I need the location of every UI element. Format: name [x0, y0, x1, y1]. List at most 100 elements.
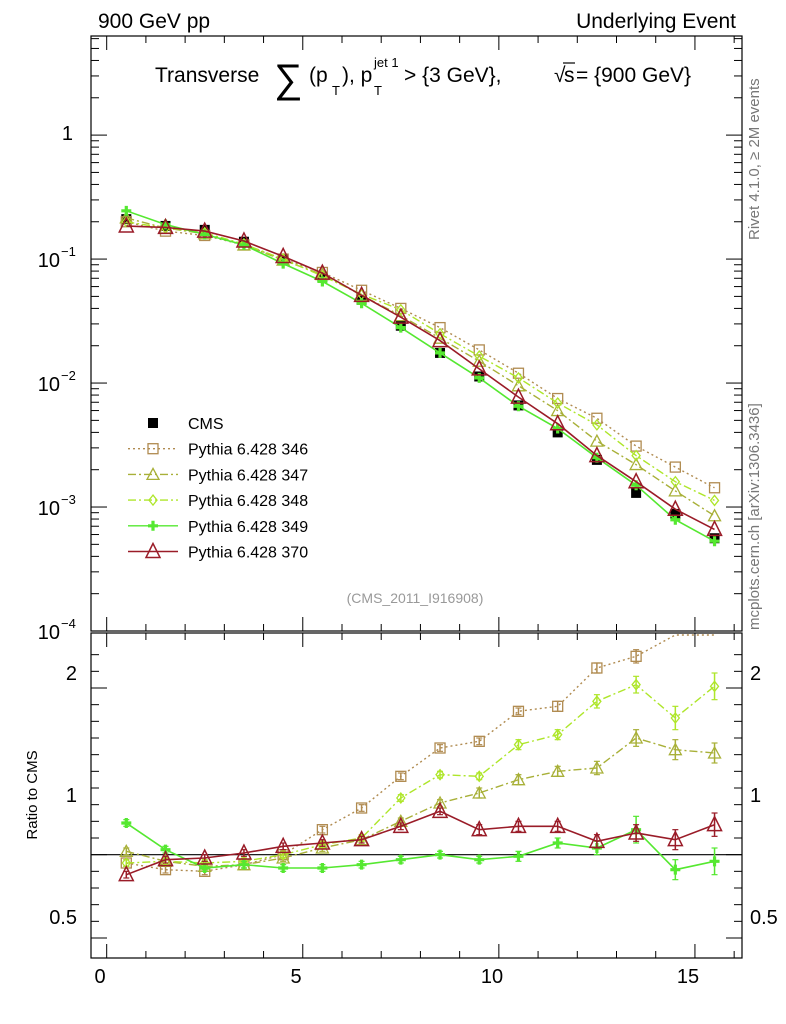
ratio-point-pythia-6-428-349 [356, 859, 367, 870]
legend-label: Pythia 6.428 347 [188, 467, 308, 484]
data-point-pythia-6-428-370 [196, 221, 213, 238]
series-pythia-6-428-370 [118, 216, 723, 537]
ratio-point-pythia-6-428-346 [630, 650, 642, 662]
ratio-point-pythia-6-428-349 [317, 863, 328, 873]
series-line-pythia-6-428-346 [126, 221, 715, 489]
series-line-pythia-6-428-370 [126, 225, 715, 531]
data-point-pythia-6-428-348 [631, 449, 641, 462]
title-cut-sup: jet 1 [373, 55, 399, 70]
ratio-point-pythia-6-428-349 [278, 863, 289, 873]
data-point-pythia-6-428-370 [118, 216, 135, 233]
chart-title: Transverse ∑ (p T ), p jet 1 T > {3 GeV}… [155, 55, 691, 101]
ratio-point-pythia-6-428-347 [668, 742, 683, 756]
legend-marker [148, 418, 158, 428]
ratio-point-pythia-6-428-349 [552, 838, 563, 848]
main-y-tick-labels: 1 10 −1 10 −2 10 −3 10 −4 [38, 123, 76, 644]
ratio-point-pythia-6-428-348 [435, 768, 445, 781]
ratio-point-pythia-6-428-348 [631, 678, 641, 691]
data-point-pythia-6-428-347 [589, 433, 604, 447]
ratio-point-pythia-6-428-348 [552, 728, 563, 741]
data-point-pythia-6-428-347 [119, 210, 134, 224]
ratio-line-pythia-6-428-349 [125, 822, 715, 871]
ratio-series-pythia-6-428-370 [118, 801, 723, 882]
data-point-pythia-6-428-349 [435, 347, 446, 358]
data-point-pythia-6-428-347 [668, 483, 683, 497]
data-point-pythia-6-428-346 [473, 344, 485, 356]
legend-marker [148, 520, 158, 531]
ytick-label-1e-4-exp: −4 [61, 616, 76, 631]
title-arg-sub: T [332, 83, 340, 98]
ratio-ytick-right-1: 1 [750, 785, 761, 807]
ratio-point-pythia-6-428-370 [314, 833, 331, 850]
ytick-label-1e-2-base: 10 [38, 374, 60, 396]
series-pythia-6-428-348 [121, 215, 720, 507]
data-point-pythia-6-428-349 [278, 258, 289, 269]
data-point-pythia-6-428-370 [471, 359, 488, 376]
ratio-point-pythia-6-428-370 [118, 864, 135, 882]
ratio-point-pythia-6-428-349 [121, 818, 132, 828]
ratio-point-pythia-6-428-370 [667, 829, 684, 847]
ratio-series-group [118, 634, 723, 882]
legend-item-pythia-6-428-347: Pythia 6.428 347 [128, 467, 308, 484]
ratio-point-pythia-6-428-347 [589, 760, 604, 774]
data-point-pythia-6-428-349 [395, 322, 406, 333]
ratio-point-pythia-6-428-348 [670, 711, 681, 725]
ratio-point-pythia-6-428-348 [709, 680, 720, 693]
data-point-pythia-6-428-370 [235, 231, 253, 248]
legend-marker [145, 467, 161, 481]
ratio-ytick-right-2: 2 [750, 663, 761, 685]
title-energy: = {900 GeV} [576, 64, 691, 87]
series-pythia-6-428-349 [121, 205, 720, 547]
ratio-point-pythia-6-428-370 [431, 801, 449, 819]
data-point-pythia-6-428-346 [669, 461, 681, 473]
data-point-pythia-6-428-346 [591, 412, 603, 424]
data-point-pythia-6-428-348 [395, 303, 406, 316]
ytick-label-1e-1-exp: −1 [61, 244, 76, 259]
ratio-point-pythia-6-428-348 [474, 770, 485, 783]
header-left: 900 GeV pp [98, 10, 210, 33]
ratio-y-axis-label: Ratio to CMS [24, 750, 41, 839]
ratio-point-pythia-6-428-349 [670, 864, 681, 875]
ratio-point-pythia-6-428-346 [395, 770, 407, 782]
series-line-pythia-6-428-349 [126, 210, 715, 542]
title-sqrt-arg: s [564, 64, 575, 87]
header-right: Underlying Event [576, 10, 736, 33]
ratio-point-pythia-6-428-347 [119, 843, 134, 857]
data-point-pythia-6-428-370 [706, 519, 723, 537]
data-point-pythia-6-428-370 [157, 217, 174, 235]
rivet-label: Rivet 4.1.0, ≥ 2M events [746, 78, 763, 240]
data-point-pythia-6-428-347 [707, 508, 722, 522]
ratio-point-pythia-6-428-370 [627, 823, 645, 840]
data-point-pythia-6-428-349 [552, 423, 563, 434]
data-point-pythia-6-428-370 [627, 472, 645, 489]
ratio-point-pythia-6-428-347 [550, 763, 565, 777]
xtick-label-5: 5 [290, 966, 301, 988]
data-point-pythia-6-428-348 [552, 396, 563, 410]
legend-label: Pythia 6.428 370 [188, 545, 308, 562]
title-sum-symbol: ∑ [274, 57, 303, 101]
main-series-group [118, 205, 723, 547]
legend-item-pythia-6-428-370: Pythia 6.428 370 [128, 541, 308, 562]
title-sqrt-symbol: √ [554, 64, 566, 87]
ratio-point-pythia-6-428-370 [588, 831, 606, 849]
ratio-point-pythia-6-428-370 [235, 843, 253, 860]
ytick-label-1: 1 [62, 123, 73, 145]
title-arg-close: ), p [342, 64, 372, 87]
legend-label: Pythia 6.428 346 [188, 442, 308, 459]
ratio-ytick-right-0.5: 0.5 [750, 907, 778, 929]
data-point-pythia-6-428-348 [670, 475, 681, 488]
ratio-point-pythia-6-428-349 [238, 859, 249, 870]
ratio-point-pythia-6-428-370 [274, 836, 292, 854]
ratio-point-pythia-6-428-348 [513, 738, 524, 751]
data-point-pythia-6-428-370 [510, 387, 527, 404]
ytick-label-1e-3-base: 10 [38, 498, 60, 520]
ratio-point-pythia-6-428-348 [592, 695, 602, 708]
data-point-pythia-6-428-370 [274, 246, 292, 264]
ratio-point-pythia-6-428-370 [549, 816, 566, 834]
ratio-y-tick-labels: 2 1 0.5 2 1 0.5 [49, 663, 778, 929]
ratio-point-pythia-6-428-370 [471, 819, 488, 837]
legend: CMS Pythia 6.428 346 Pythia 6.428 347 Pythi… [128, 416, 308, 562]
ratio-point-pythia-6-428-349 [513, 851, 524, 862]
ratio-point-pythia-6-428-370 [510, 816, 527, 834]
